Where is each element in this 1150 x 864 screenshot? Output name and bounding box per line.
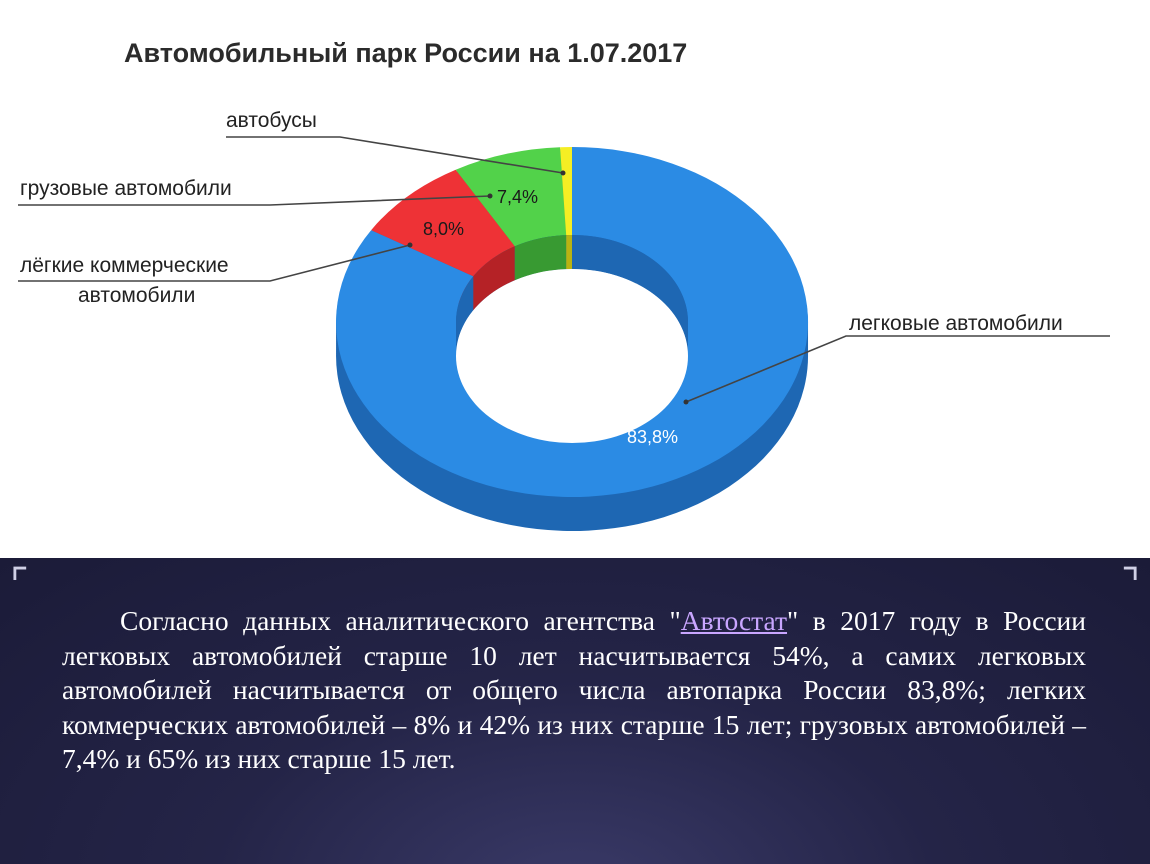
leader-line-trucks xyxy=(18,195,491,206)
donut-hole xyxy=(456,269,688,443)
leader-line-lcv xyxy=(18,244,411,282)
slices-top xyxy=(336,146,809,497)
leader-line-buses xyxy=(226,136,564,174)
label-lcv-line2: автомобили xyxy=(78,284,195,307)
label-cars: легковые автомобили xyxy=(849,312,1063,335)
body-text-part2: " в 2017 году в России легковых автомоби… xyxy=(62,605,1086,774)
text-panel: ⌜ ⌝ Согласно данных аналитического агент… xyxy=(0,558,1150,864)
value-label-lcv: 8,0% xyxy=(423,219,464,239)
leader-line-cars xyxy=(685,335,1110,403)
leader-line-cars-dot xyxy=(683,399,689,405)
slice-lcv xyxy=(371,169,515,277)
leader-lines xyxy=(18,136,1110,405)
chart-title: Автомобильный парк России на 1.07.2017 xyxy=(124,38,687,68)
donut-chart: Автомобильный парк России на 1.07.2017 а… xyxy=(18,38,1110,531)
slice-cars xyxy=(336,146,809,497)
bracket-left-icon: ⌜ xyxy=(10,561,29,607)
autostat-link[interactable]: Автостат xyxy=(680,605,788,636)
bracket-right-icon: ⌝ xyxy=(1121,561,1140,607)
leader-line-buses-dot xyxy=(560,170,566,176)
body-paragraph: Согласно данных аналитического агентства… xyxy=(62,604,1086,777)
label-buses: автобусы xyxy=(226,109,317,132)
inner-wall-lcv xyxy=(473,246,515,311)
label-lcv-line1: лёгкие коммерческие xyxy=(20,254,229,277)
value-label-trucks: 7,4% xyxy=(497,187,538,207)
inner-wall-trucks xyxy=(514,235,567,281)
chart-area: Автомобильный парк России на 1.07.2017 а… xyxy=(18,38,1110,531)
slice-trucks xyxy=(455,147,567,247)
leader-line-lcv-dot xyxy=(407,242,413,248)
body-text-part1: Согласно данных аналитического агентства… xyxy=(120,605,681,636)
inner-wall-buses xyxy=(566,234,572,270)
slice-buses xyxy=(560,146,572,236)
value-label-cars: 83,8% xyxy=(627,427,678,447)
label-trucks: грузовые автомобили xyxy=(20,177,232,200)
leader-line-trucks-dot xyxy=(487,193,493,199)
